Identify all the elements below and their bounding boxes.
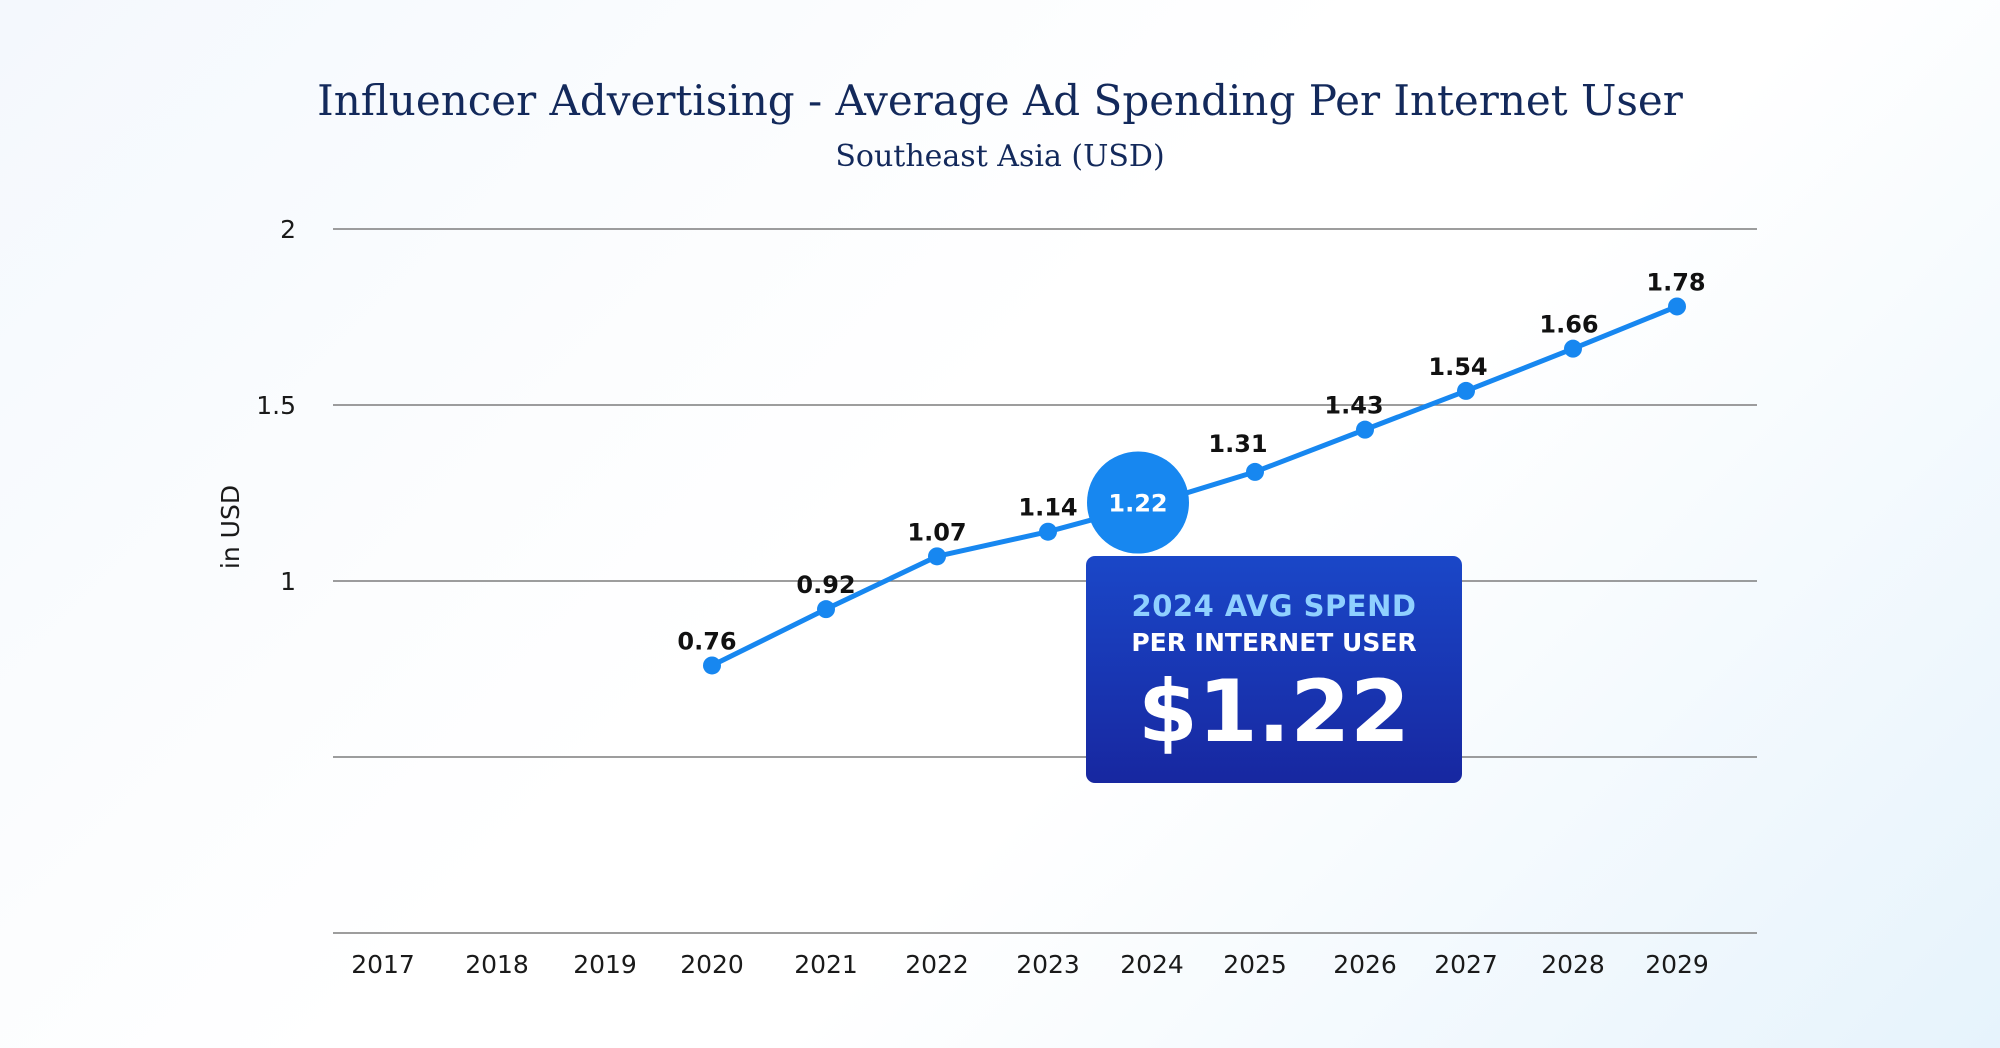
x-tick-label: 2026 (1333, 950, 1397, 979)
data-label: 1.07 (907, 518, 966, 546)
data-labels: 0.76 0.92 1.07 1.14 1.31 1.43 1.54 1.66 1.78 1.22 (677, 268, 1705, 655)
data-label: 1.54 (1428, 353, 1487, 381)
series (703, 297, 1686, 675)
chart-subtitle: Southeast Asia (USD) (835, 139, 1164, 174)
data-point (1457, 381, 1475, 400)
data-point (928, 547, 946, 566)
x-tick-label: 2021 (794, 950, 858, 979)
data-label: 1.43 (1324, 392, 1383, 420)
series-line (709, 303, 1680, 668)
data-point (1246, 462, 1264, 481)
callout-value: $1.22 (1138, 662, 1410, 762)
data-point (1564, 339, 1582, 358)
highlight-point (1087, 451, 1189, 554)
data-label: 0.92 (796, 571, 855, 599)
callout-background (1086, 556, 1462, 783)
data-label: 1.14 (1018, 494, 1077, 522)
data-label: 1.31 (1208, 430, 1267, 458)
x-tick-label: 2017 (351, 950, 415, 979)
y-tick-labels: 11.52 (256, 215, 296, 596)
data-label: 1.66 (1539, 311, 1598, 339)
callout-box: 2024 AVG SPEND PER INTERNET USER $1.22 (1086, 556, 1462, 783)
highlight-label: 1.22 (1108, 490, 1167, 518)
x-tick-label: 2029 (1645, 950, 1709, 979)
x-tick-label: 2027 (1434, 950, 1498, 979)
data-point (1039, 522, 1057, 541)
data-point (817, 600, 835, 619)
y-tick-label: 1.5 (256, 391, 296, 420)
y-axis-label: in USD (216, 485, 245, 569)
x-tick-label: 2019 (573, 950, 637, 979)
x-tick-label: 2028 (1541, 950, 1605, 979)
x-tick-label: 2023 (1016, 950, 1080, 979)
data-point (1668, 297, 1686, 316)
grid-lines (333, 228, 1757, 934)
x-tick-label: 2018 (465, 950, 529, 979)
y-tick-label: 1 (280, 567, 296, 596)
callout-heading: 2024 AVG SPEND (1132, 589, 1417, 623)
data-point (1356, 420, 1374, 439)
callout-subheading: PER INTERNET USER (1131, 628, 1416, 657)
data-label: 1.78 (1646, 268, 1705, 296)
x-tick-labels: 2017 2018 2019 2020 2021 2022 2023 2024 2025 2026… (351, 950, 1709, 979)
data-point (703, 656, 721, 675)
x-tick-label: 2025 (1223, 950, 1287, 979)
chart-title: Influencer Advertising - Average Ad Spen… (317, 76, 1684, 125)
x-tick-label: 2020 (680, 950, 744, 979)
x-tick-label: 2024 (1120, 950, 1184, 979)
y-tick-label: 2 (280, 215, 296, 244)
data-label: 0.76 (677, 627, 736, 655)
x-tick-label: 2022 (905, 950, 969, 979)
